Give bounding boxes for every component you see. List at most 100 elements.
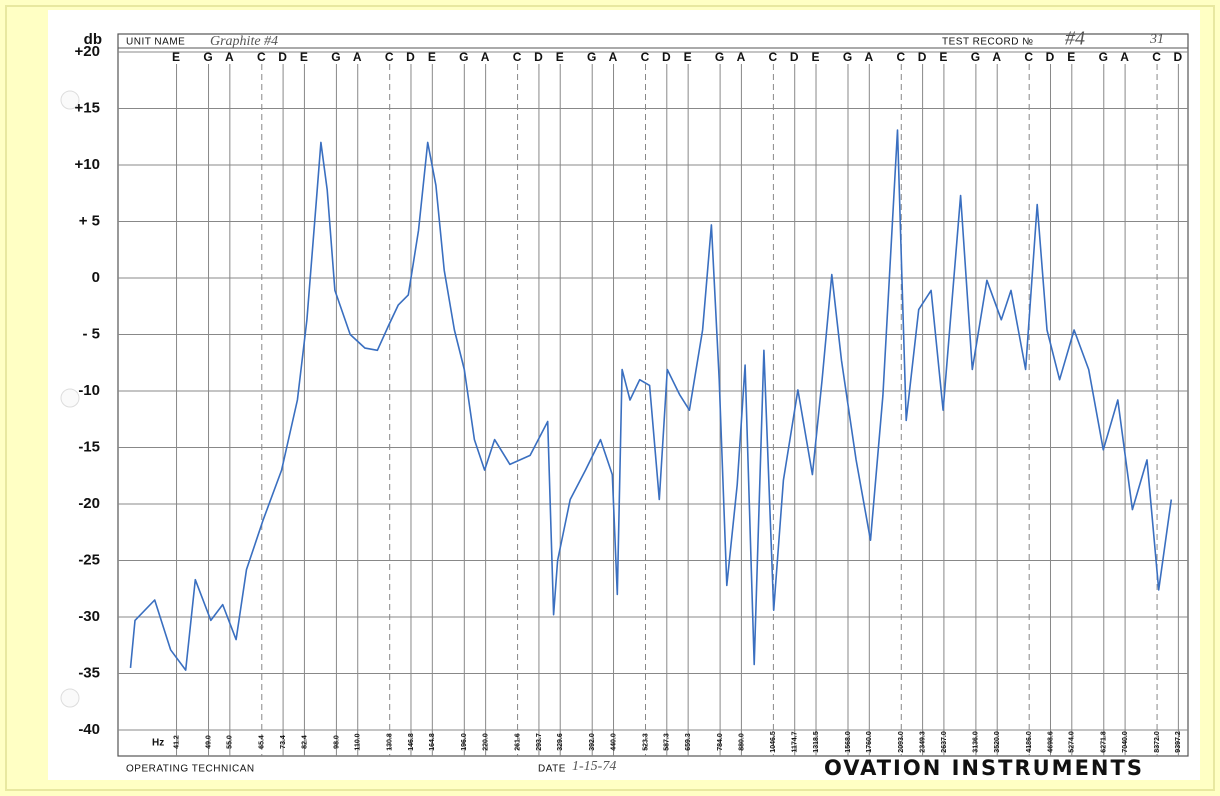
y-tick-label: 0 <box>92 269 100 286</box>
y-tick-label: -15 <box>78 438 100 455</box>
brand: OVATION INSTRUMENTS <box>824 756 1144 780</box>
x-tick-label: 55.0 <box>227 735 234 749</box>
note-label: A <box>225 50 235 64</box>
note-label: A <box>1120 50 1130 64</box>
x-tick-label: 1174.7 <box>792 731 799 752</box>
note-label: D <box>406 50 416 64</box>
x-tick-label: 220.0 <box>482 733 489 751</box>
note-label: G <box>331 50 341 64</box>
note-label: C <box>896 50 906 64</box>
x-tick-label: 164.8 <box>429 733 436 751</box>
note-label: C <box>385 50 395 64</box>
x-tick-label: 1318.5 <box>813 731 820 753</box>
x-tick-label: 73.4 <box>280 735 287 749</box>
x-tick-label: 5274.0 <box>1069 731 1076 753</box>
x-tick-label: 2637.0 <box>941 731 948 753</box>
x-tick-label: 82.4 <box>301 735 308 749</box>
y-tick-label: -35 <box>78 664 100 681</box>
note-label: G <box>971 50 981 64</box>
note-label: D <box>1046 50 1056 64</box>
test-record-extra: 31 <box>1149 32 1164 47</box>
x-tick-label: 98.0 <box>333 735 340 749</box>
note-label: G <box>203 50 213 64</box>
note-label: C <box>513 50 523 64</box>
date-label: DATE <box>538 764 566 775</box>
note-label: A <box>609 50 619 64</box>
y-tick-label: -10 <box>78 382 100 399</box>
note-label: D <box>790 50 800 64</box>
punch-hole <box>60 388 80 408</box>
x-tick-label: 6271.8 <box>1101 731 1108 753</box>
note-label: E <box>684 50 693 64</box>
x-tick-label: 4186.0 <box>1026 731 1033 753</box>
note-label: C <box>769 50 779 64</box>
note-label: A <box>992 50 1002 64</box>
y-tick-label: + 5 <box>79 212 100 229</box>
x-tick-label: 659.3 <box>685 733 692 751</box>
x-tick-label: 8372.0 <box>1154 731 1161 753</box>
x-tick-label: 110.0 <box>355 733 362 750</box>
note-label: A <box>481 50 491 64</box>
x-tick-label: 880.0 <box>738 733 745 751</box>
x-tick-label: 41.2 <box>173 735 180 749</box>
unit-name: Graphite #4 <box>210 34 278 49</box>
x-tick-label: 3520.0 <box>994 731 1001 753</box>
note-label: C <box>1152 50 1162 64</box>
y-tick-label: +20 <box>75 43 100 60</box>
test-record: #4 <box>1065 28 1085 50</box>
x-tick-label: 293.7 <box>536 733 543 751</box>
x-tick-label: 587.3 <box>664 733 671 751</box>
note-label: E <box>172 50 181 64</box>
y-tick-label: -25 <box>78 551 100 568</box>
note-label: E <box>939 50 948 64</box>
x-axis-label: Hz <box>152 738 164 749</box>
x-tick-label: 49.0 <box>205 735 212 749</box>
note-label: E <box>1067 50 1076 64</box>
x-tick-label: 3136.0 <box>973 731 980 753</box>
x-tick-label: 9397.2 <box>1175 731 1182 753</box>
note-label: C <box>641 50 651 64</box>
y-tick-label: -40 <box>78 721 100 738</box>
x-tick-label: 784.0 <box>717 733 724 751</box>
x-tick-label: 4698.6 <box>1047 731 1054 753</box>
y-tick-label: +10 <box>75 156 100 173</box>
note-label: A <box>737 50 747 64</box>
x-tick-label: 1568.0 <box>845 731 852 753</box>
x-tick-label: 392.0 <box>589 733 596 751</box>
technician-label: OPERATING TECHNICAN <box>126 764 255 775</box>
note-label: E <box>556 50 565 64</box>
x-tick-label: 130.8 <box>387 733 394 751</box>
note-label: G <box>715 50 725 64</box>
unit-name-label: UNIT NAME <box>126 37 185 48</box>
plot-frame <box>117 33 1189 757</box>
x-tick-label: 196.0 <box>461 733 468 751</box>
x-tick-label: 261.6 <box>514 733 521 751</box>
response-line <box>129 129 1173 671</box>
note-label: G <box>1099 50 1109 64</box>
y-axis-label: db <box>84 31 102 48</box>
punch-hole <box>60 688 80 708</box>
note-label: C <box>257 50 267 64</box>
note-label: D <box>278 50 288 64</box>
x-tick-label: 146.8 <box>408 733 415 751</box>
x-tick-label: 2093.0 <box>898 731 905 753</box>
note-label: G <box>587 50 597 64</box>
note-label: E <box>812 50 821 64</box>
note-label: E <box>300 50 309 64</box>
note-label: D <box>918 50 928 64</box>
x-tick-label: 7040.0 <box>1122 731 1129 753</box>
note-label: A <box>353 50 363 64</box>
note-label: D <box>1174 50 1184 64</box>
x-tick-label: 329.6 <box>557 733 564 751</box>
note-label: A <box>864 50 874 64</box>
x-tick-label: 1760.0 <box>866 731 873 753</box>
y-tick-label: -20 <box>78 495 100 512</box>
y-tick-label: -30 <box>78 608 100 625</box>
note-label: G <box>843 50 853 64</box>
y-tick-label: +15 <box>75 99 100 116</box>
note-label: C <box>1024 50 1034 64</box>
note-label: D <box>534 50 544 64</box>
x-tick-label: 523.3 <box>642 733 649 751</box>
x-tick-label: 65.4 <box>259 735 266 749</box>
